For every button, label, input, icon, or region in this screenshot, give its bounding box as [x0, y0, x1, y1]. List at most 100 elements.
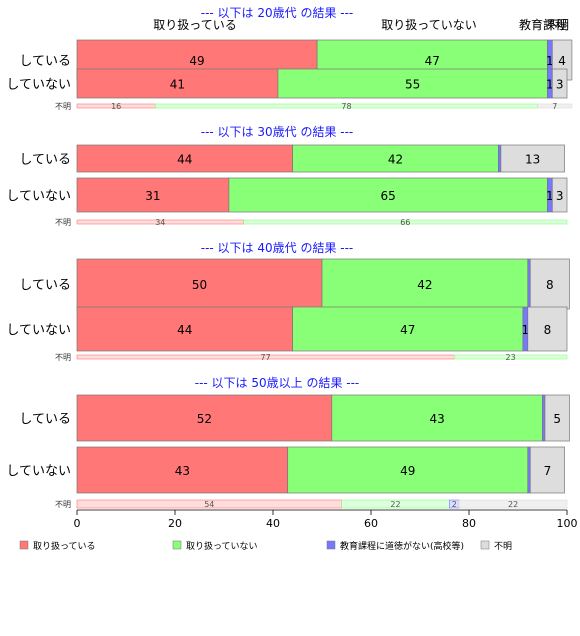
- data-label: 8: [544, 323, 552, 337]
- data-label: 22: [390, 500, 400, 509]
- data-label: 2: [452, 500, 457, 509]
- row-label: していない: [6, 189, 71, 204]
- data-label: 5: [553, 412, 561, 426]
- bar-segment: [76, 306, 293, 352]
- data-label: 1: [546, 189, 554, 203]
- group-header: --- 以下は 40歳代 の結果 ---: [201, 241, 354, 255]
- data-label: 23: [506, 353, 516, 362]
- row-label: している: [19, 54, 71, 69]
- data-label: 3: [556, 189, 564, 203]
- bar-segment: [76, 144, 293, 173]
- legend-label: 教育課程に道徳がない(高校等): [340, 540, 464, 552]
- x-tick-label: 0: [74, 517, 81, 530]
- group-header: --- 以下は 30歳代 の結果 ---: [201, 125, 354, 139]
- data-label: 13: [525, 153, 540, 167]
- legend-label: 取り扱っていない: [186, 540, 258, 552]
- x-tick-label: 40: [266, 517, 280, 530]
- data-label: 66: [400, 218, 410, 227]
- bar-segment: [292, 144, 499, 173]
- legend: 取り扱っている 取り扱っていない 教育課程に道徳がない(高校等) 不明: [19, 540, 512, 552]
- group-header: --- 以下は 50歳以上 の結果 ---: [195, 376, 360, 390]
- data-label: 47: [400, 323, 415, 337]
- legend-swatch: [480, 540, 490, 550]
- row-label: していない: [6, 78, 71, 93]
- x-tick-label: 80: [462, 517, 476, 530]
- bar-segment: [529, 446, 565, 494]
- bar-segment: [453, 354, 568, 360]
- row-label: 不明: [55, 353, 71, 362]
- bar-segment: [287, 446, 529, 494]
- x-tick-label: 60: [364, 517, 378, 530]
- bar-segment: [243, 219, 568, 225]
- row-label: していない: [6, 464, 71, 479]
- data-label: 7: [544, 464, 552, 478]
- bar-segment: [76, 68, 279, 99]
- bar-segment: [277, 68, 548, 99]
- legend-label: 取り扱っている: [33, 540, 96, 552]
- data-label: 31: [145, 189, 160, 203]
- data-label: 3: [556, 78, 564, 92]
- bar-segment: [321, 258, 529, 310]
- data-label: 22: [508, 500, 518, 509]
- data-label: 1: [522, 323, 530, 337]
- group-header: --- 以下は 20歳代 の結果 ---: [201, 6, 354, 20]
- x-tick-label: 20: [168, 517, 182, 530]
- data-label: 65: [381, 189, 396, 203]
- bar-segment: [498, 144, 502, 173]
- bar-segment: [292, 306, 524, 352]
- data-label: 77: [261, 353, 271, 362]
- data-label: 50: [192, 278, 207, 292]
- data-label: 41: [170, 78, 185, 92]
- row-label: 不明: [55, 218, 71, 227]
- row-label: 不明: [55, 500, 71, 509]
- data-label: 1: [546, 54, 554, 68]
- top-column-label: 取り扱っていない: [381, 18, 476, 32]
- top-column-label: 教育課程: [519, 17, 567, 32]
- data-label: 42: [388, 153, 403, 167]
- row-label: 不明: [55, 102, 71, 111]
- row-label: している: [19, 278, 71, 293]
- data-label: 44: [177, 323, 192, 337]
- row-label: している: [19, 153, 71, 168]
- row-label: していない: [6, 323, 71, 338]
- bar-segment: [527, 306, 568, 352]
- legend-swatch: [326, 540, 336, 550]
- data-label: 4: [558, 54, 566, 68]
- data-label: 43: [175, 464, 190, 478]
- bar-segment: [537, 103, 573, 109]
- top-column-label: 取り扱っている: [153, 18, 236, 32]
- legend-label: 不明: [494, 541, 512, 552]
- x-axis: 0 20 40 60 80 100: [74, 509, 578, 530]
- data-label: 8: [546, 278, 554, 292]
- legend-swatch: [172, 540, 182, 550]
- data-label: 44: [177, 153, 192, 167]
- bar-segment: [458, 499, 568, 509]
- bar-segment: [527, 446, 531, 494]
- bar-segment: [544, 394, 570, 442]
- data-label: 43: [430, 412, 445, 426]
- bar-segment: [228, 177, 548, 213]
- top-column-label: 不明: [545, 18, 569, 32]
- bar-segment: [76, 394, 333, 442]
- row-label: している: [19, 412, 71, 427]
- bar-segment: [551, 177, 568, 213]
- bar-segment: [527, 258, 531, 310]
- data-label: 54: [204, 500, 214, 509]
- x-tick-label: 100: [557, 517, 578, 530]
- data-label: 16: [111, 102, 121, 111]
- bar-segment: [500, 144, 565, 173]
- data-label: 47: [425, 54, 440, 68]
- data-label: 49: [400, 464, 415, 478]
- data-label: 34: [155, 218, 165, 227]
- data-label: 42: [417, 278, 432, 292]
- data-label: 78: [341, 102, 351, 111]
- data-label: 7: [552, 102, 557, 111]
- legend-swatch: [19, 540, 29, 550]
- bar-segment: [542, 394, 546, 442]
- bar-segment: [551, 68, 568, 99]
- data-label: 55: [405, 78, 420, 92]
- data-label: 52: [197, 412, 212, 426]
- data-label: 49: [189, 54, 204, 68]
